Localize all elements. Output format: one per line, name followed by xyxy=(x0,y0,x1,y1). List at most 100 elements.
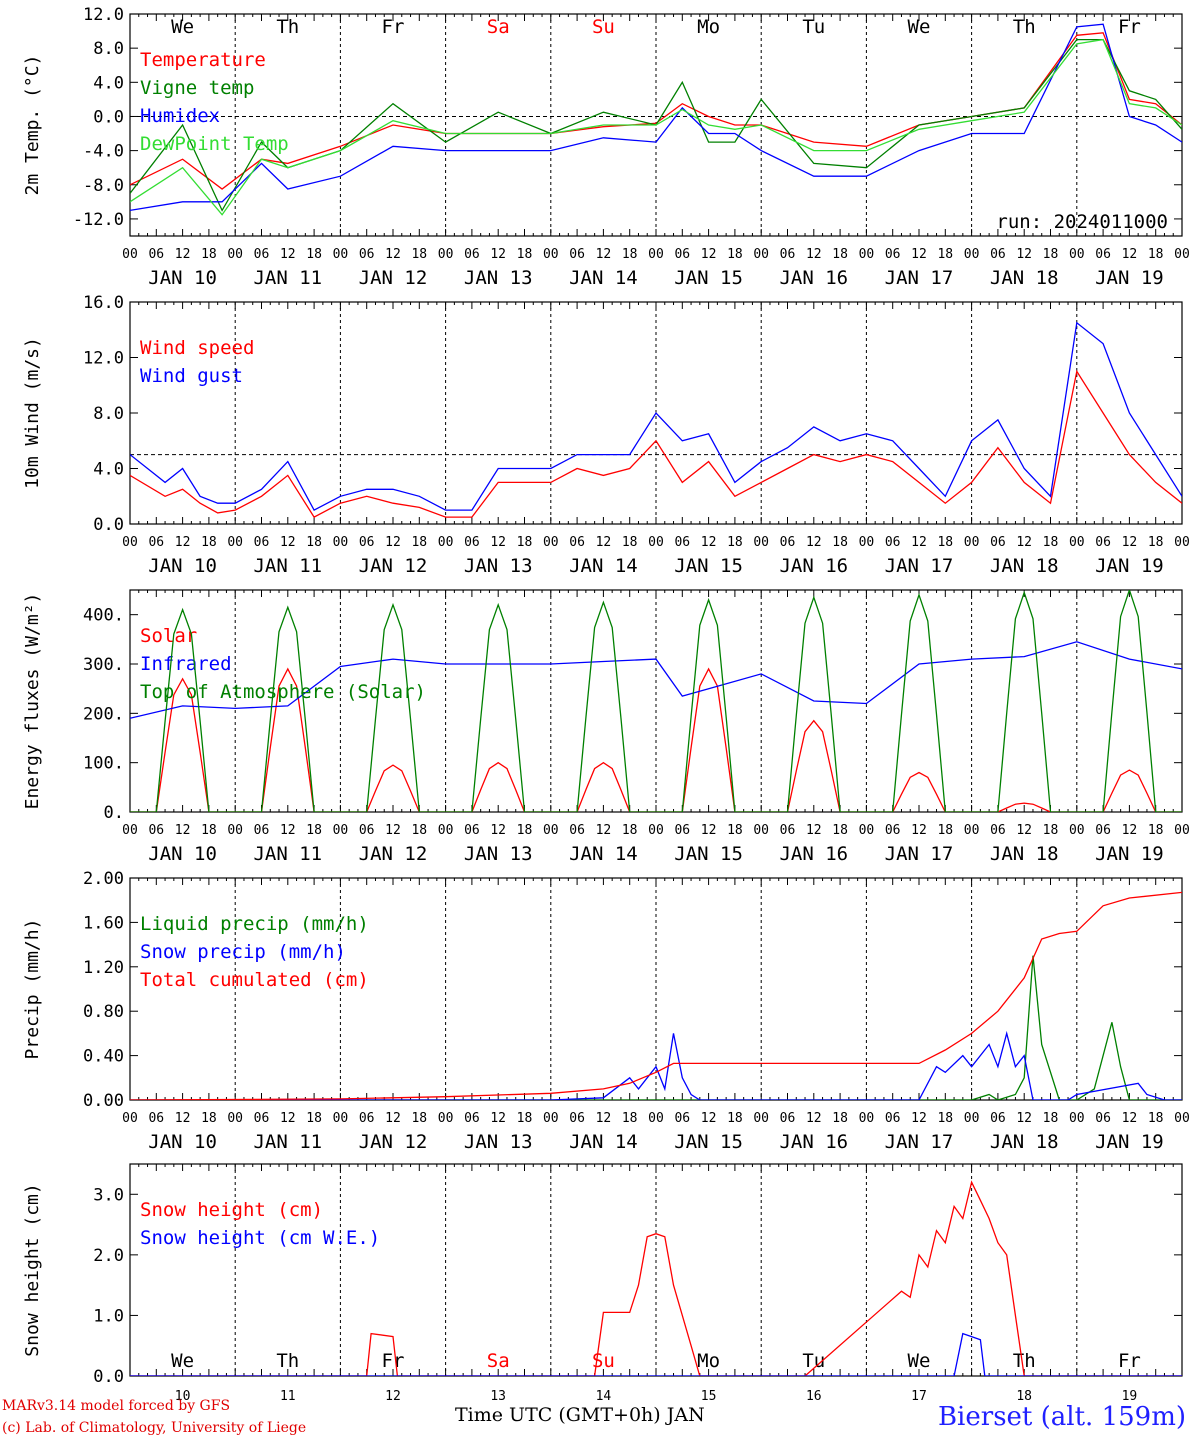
legend-entry: Solar xyxy=(140,625,197,647)
day-label: JAN 16 xyxy=(779,555,848,577)
hour-tick-label: 12 xyxy=(175,823,191,838)
y-tick-label: 0.40 xyxy=(83,1047,124,1067)
day-label: JAN 10 xyxy=(148,555,217,577)
day-label: JAN 12 xyxy=(359,267,428,289)
hour-tick-label: 00 xyxy=(648,1111,664,1126)
hour-tick-label: 18 xyxy=(1043,823,1059,838)
hour-tick-label: 18 xyxy=(727,1111,743,1126)
series-line-snow-height-cm- xyxy=(130,1180,1182,1376)
legend-entry: Snow height (cm W.E.) xyxy=(140,1227,380,1249)
hour-tick-label: 06 xyxy=(674,247,690,262)
hour-tick-label: 06 xyxy=(254,535,270,550)
day-label: JAN 16 xyxy=(779,843,848,865)
hour-tick-label: 18 xyxy=(306,247,322,262)
hour-tick-label: 00 xyxy=(648,823,664,838)
weekday-label: Th xyxy=(276,1350,299,1372)
day-number-label: 16 xyxy=(806,1389,822,1400)
day-label: JAN 13 xyxy=(464,843,533,865)
day-number-label: 12 xyxy=(385,1389,401,1400)
hour-tick-label: 18 xyxy=(411,535,427,550)
hour-tick-label: 00 xyxy=(1069,535,1085,550)
day-label: JAN 18 xyxy=(990,1131,1059,1153)
legend-entry: Wind gust xyxy=(140,365,243,387)
hour-tick-label: 06 xyxy=(359,247,375,262)
y-tick-label: 3.0 xyxy=(93,1185,124,1205)
hour-tick-label: 12 xyxy=(1122,247,1138,262)
weekday-label: Fr xyxy=(1118,16,1141,38)
y-tick-label: 12.0 xyxy=(83,5,124,25)
hour-tick-label: 00 xyxy=(438,247,454,262)
day-label: JAN 14 xyxy=(569,555,638,577)
day-number-label: 14 xyxy=(596,1389,612,1400)
weekday-label: Tu xyxy=(802,16,825,38)
hour-tick-label: 18 xyxy=(1043,535,1059,550)
series-line-liquid-precip-mm-h- xyxy=(130,955,1182,1100)
legend-entry: Total cumulated (cm) xyxy=(140,969,369,991)
hour-tick-label: 12 xyxy=(280,535,296,550)
hour-tick-label: 12 xyxy=(911,823,927,838)
hour-tick-label: 12 xyxy=(490,823,506,838)
hour-tick-label: 00 xyxy=(438,823,454,838)
day-label: JAN 10 xyxy=(148,843,217,865)
hour-tick-label: 00 xyxy=(753,247,769,262)
y-tick-label: 2.0 xyxy=(93,1246,124,1266)
y-tick-label: 0.0 xyxy=(93,515,124,535)
legend-entry: Snow height (cm) xyxy=(140,1199,323,1221)
hour-tick-label: 18 xyxy=(1148,1111,1164,1126)
legend-entry: Liquid precip (mm/h) xyxy=(140,913,369,935)
series-line-temperature xyxy=(130,32,1182,190)
legend-entry: Temperature xyxy=(140,49,266,71)
y-tick-label: 4.0 xyxy=(93,73,124,93)
hour-tick-label: 00 xyxy=(122,247,138,262)
hour-tick-label: 06 xyxy=(569,1111,585,1126)
hour-tick-label: 12 xyxy=(911,535,927,550)
day-label: JAN 14 xyxy=(569,1131,638,1153)
hour-tick-label: 12 xyxy=(701,247,717,262)
hour-tick-label: 18 xyxy=(306,823,322,838)
hour-tick-label: 12 xyxy=(385,247,401,262)
hour-tick-label: 00 xyxy=(333,823,349,838)
day-label: JAN 18 xyxy=(990,267,1059,289)
day-label: JAN 11 xyxy=(253,1131,322,1153)
hour-tick-label: 00 xyxy=(543,535,559,550)
series-line-solar xyxy=(130,667,1182,812)
hour-tick-label: 12 xyxy=(385,1111,401,1126)
series-line-dewpoint-temp xyxy=(130,38,1182,216)
y-tick-label: 0.0 xyxy=(93,107,124,127)
day-label: JAN 15 xyxy=(674,555,743,577)
hour-tick-label: 12 xyxy=(596,247,612,262)
y-tick-label: 16.0 xyxy=(83,293,124,313)
hour-tick-label: 06 xyxy=(148,823,164,838)
hour-tick-label: 06 xyxy=(780,823,796,838)
hour-tick-label: 00 xyxy=(859,535,875,550)
day-label: JAN 13 xyxy=(464,555,533,577)
panel-4: 2.00 1.60 1.20 0.80 0.40 0.00 Precip (mm/h) 00 0… xyxy=(22,869,1190,1153)
y-tick-label: 4.0 xyxy=(93,460,124,480)
hour-tick-label: 06 xyxy=(254,247,270,262)
day-label: JAN 12 xyxy=(359,555,428,577)
hour-tick-label: 06 xyxy=(254,823,270,838)
weekday-label: We xyxy=(171,16,194,38)
y-tick-label: 400. xyxy=(83,606,124,626)
hour-tick-label: 18 xyxy=(306,535,322,550)
run-annotation: run: 2024011000 xyxy=(996,211,1168,233)
panel-3: 400. 300. 200. 100. 0. Energy fluxes (W/m²) 00… xyxy=(22,589,1190,865)
hour-tick-label: 00 xyxy=(753,823,769,838)
hour-tick-label: 18 xyxy=(1148,247,1164,262)
y-axis-label: 2m Temp. (°C) xyxy=(22,55,43,196)
day-label: JAN 18 xyxy=(990,555,1059,577)
day-label: JAN 19 xyxy=(1095,267,1164,289)
hour-tick-label: 00 xyxy=(227,247,243,262)
hour-tick-label: 12 xyxy=(175,535,191,550)
hour-tick-label: 06 xyxy=(464,535,480,550)
hour-tick-label: 06 xyxy=(780,1111,796,1126)
y-tick-label: 1.20 xyxy=(83,958,124,978)
hour-tick-label: 18 xyxy=(622,247,638,262)
weekday-label: Mo xyxy=(697,16,720,38)
hour-tick-label: 00 xyxy=(438,535,454,550)
hour-tick-label: 00 xyxy=(1069,1111,1085,1126)
hour-tick-label: 00 xyxy=(964,823,980,838)
hour-tick-label: 18 xyxy=(622,1111,638,1126)
legend-entry: Snow precip (mm/h) xyxy=(140,941,346,963)
